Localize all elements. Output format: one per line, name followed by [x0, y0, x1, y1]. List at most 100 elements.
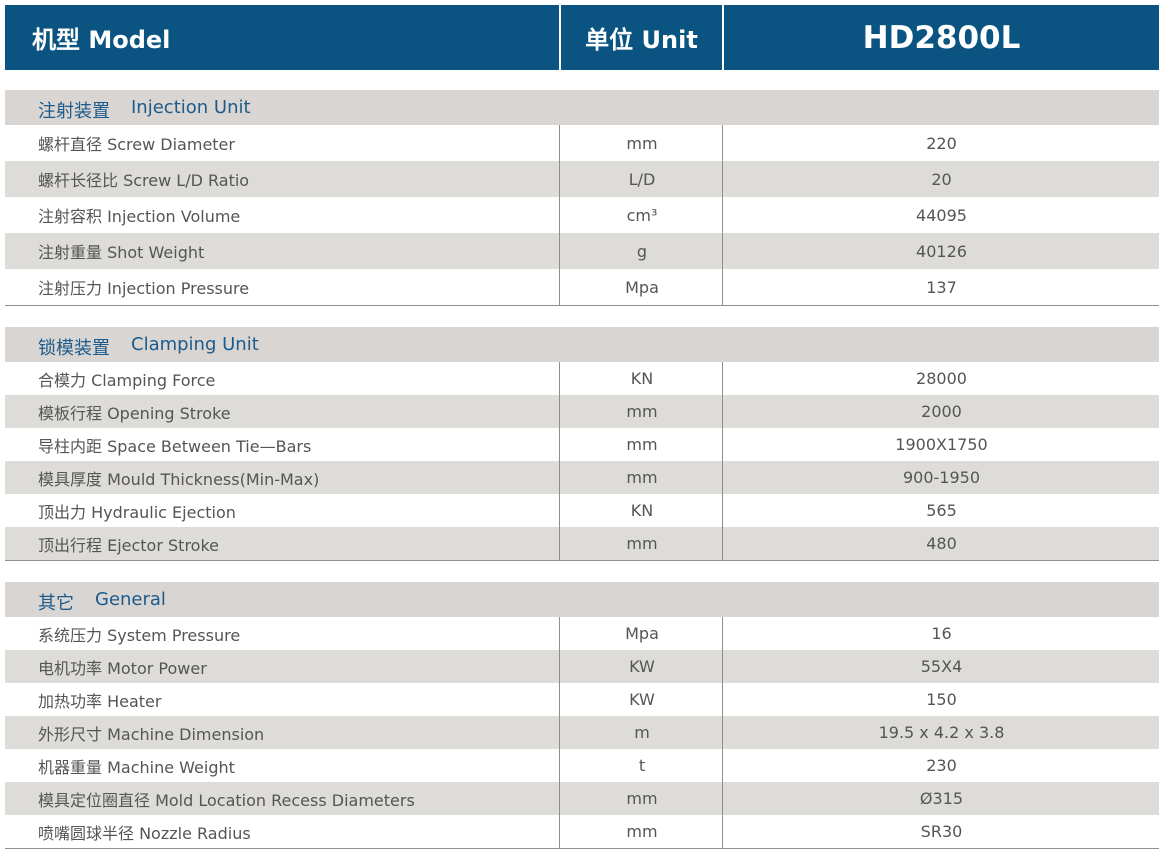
spec-value: 28000 — [916, 369, 967, 388]
spec-unit: mm — [626, 133, 658, 153]
section-bottom-line — [5, 560, 1159, 561]
header-model: 机型 Model — [32, 26, 171, 54]
column-divider — [722, 782, 723, 815]
section-title-en: General — [95, 589, 166, 610]
spec-value: 900-1950 — [902, 468, 981, 487]
column-divider — [559, 197, 560, 233]
spec-row: 螺杆长径比 Screw L/D Ratio L/D 20 — [5, 161, 1159, 197]
column-divider — [559, 125, 560, 161]
spec-value: SR30 — [920, 822, 963, 841]
column-divider — [722, 716, 723, 749]
spec-value: 480 — [926, 534, 957, 553]
column-divider — [559, 782, 560, 815]
spec-row: 顶出力 Hydraulic Ejection KN 565 — [5, 494, 1159, 527]
column-divider — [559, 428, 560, 461]
spec-unit: Mpa — [625, 277, 659, 297]
spec-row: 合模力 Clamping Force KN 28000 — [5, 362, 1159, 395]
spec-row: 导柱内距 Space Between Tie—Bars mm 1900X1750 — [5, 428, 1159, 461]
spec-row: 电机功率 Motor Power KW 55X4 — [5, 650, 1159, 683]
section-title-cn: 锁模装置 — [38, 338, 110, 359]
section-title-cn: 注射装置 — [38, 101, 110, 122]
spec-value: 565 — [926, 501, 957, 520]
spec-value: 230 — [926, 756, 957, 775]
spec-value: 220 — [926, 133, 957, 153]
spec-row: 螺杆直径 Screw Diameter mm 220 — [5, 125, 1159, 161]
spec-label: 注射重量 Shot Weight — [38, 243, 205, 262]
column-divider — [722, 494, 723, 527]
spec-row: 模板行程 Opening Stroke mm 2000 — [5, 395, 1159, 428]
spec-label: 合模力 Clamping Force — [38, 370, 216, 390]
spec-value: 20 — [931, 169, 952, 189]
spec-row: 系统压力 System Pressure Mpa 16 — [5, 617, 1159, 650]
spec-unit: mm — [626, 402, 658, 421]
spec-unit: L/D — [628, 169, 656, 189]
column-divider — [559, 494, 560, 527]
spec-unit: mm — [626, 435, 658, 454]
spec-unit: KW — [629, 690, 655, 709]
column-divider — [559, 683, 560, 716]
column-divider — [722, 362, 723, 395]
column-divider — [722, 815, 723, 848]
spec-label: 注射压力 Injection Pressure — [38, 279, 250, 298]
spec-value: 150 — [926, 690, 957, 709]
section-header: 锁模装置 Clamping Unit — [5, 327, 1159, 362]
spec-unit: mm — [626, 822, 658, 841]
spec-value: Ø315 — [919, 789, 964, 808]
column-divider — [559, 749, 560, 782]
column-divider — [559, 233, 560, 269]
spec-label: 机器重量 Machine Weight — [38, 757, 235, 777]
spec-row: 喷嘴圆球半径 Nozzle Radius mm SR30 — [5, 815, 1159, 848]
spec-row: 模具定位圈直径 Mold Location Recess Diameters mm… — [5, 782, 1159, 815]
spec-value: 1900X1750 — [895, 435, 988, 454]
spec-unit: KN — [630, 501, 654, 520]
section-title-en: Clamping Unit — [131, 334, 259, 355]
spec-row: 外形尺寸 Machine Dimension m 19.5 x 4.2 x 3.8 — [5, 716, 1159, 749]
column-divider — [559, 617, 560, 650]
spec-label: 电机功率 Motor Power — [38, 658, 207, 678]
column-divider — [722, 461, 723, 494]
column-divider — [722, 527, 723, 560]
column-divider — [559, 461, 560, 494]
spec-label: 加热功率 Heater — [38, 691, 162, 711]
column-divider — [559, 650, 560, 683]
spec-unit: t — [638, 756, 646, 775]
column-divider — [559, 527, 560, 560]
spec-label: 外形尺寸 Machine Dimension — [38, 724, 265, 744]
spec-label: 导柱内距 Space Between Tie—Bars — [38, 436, 312, 456]
spec-unit: Mpa — [625, 624, 659, 643]
spec-unit: g — [636, 241, 648, 261]
header-divider — [722, 5, 724, 70]
header-value: HD2800L — [862, 19, 1021, 56]
column-divider — [559, 362, 560, 395]
section-title-cn: 其它 — [38, 593, 74, 614]
spec-value: 40126 — [916, 241, 967, 261]
column-divider — [722, 617, 723, 650]
spec-unit: KN — [630, 369, 654, 388]
spec-unit: KW — [629, 657, 655, 676]
spec-value: 44095 — [916, 205, 967, 225]
spec-unit: mm — [626, 468, 658, 487]
spec-label: 模具厚度 Mould Thickness(Min-Max) — [38, 469, 320, 489]
column-divider — [722, 269, 723, 305]
spec-label: 系统压力 System Pressure — [38, 625, 241, 645]
spec-row: 顶出行程 Ejector Stroke mm 480 — [5, 527, 1159, 560]
column-divider — [559, 269, 560, 305]
spec-row: 注射容积 Injection Volume cm³ 44095 — [5, 197, 1159, 233]
column-divider — [559, 815, 560, 848]
spec-label: 模板行程 Opening Stroke — [38, 403, 231, 423]
section-bottom-line — [5, 305, 1159, 306]
spec-label: 顶出力 Hydraulic Ejection — [38, 502, 236, 522]
spec-unit: mm — [626, 534, 658, 553]
column-divider — [559, 395, 560, 428]
spec-row: 机器重量 Machine Weight t 230 — [5, 749, 1159, 782]
column-divider — [722, 233, 723, 269]
spec-row: 模具厚度 Mould Thickness(Min-Max) mm 900-1950 — [5, 461, 1159, 494]
spec-value: 16 — [931, 624, 952, 643]
spec-value: 2000 — [921, 402, 962, 421]
section-bottom-line — [5, 848, 1159, 849]
spec-value: 19.5 x 4.2 x 3.8 — [878, 723, 1005, 742]
spec-label: 螺杆直径 Screw Diameter — [38, 135, 235, 154]
column-divider — [722, 749, 723, 782]
spec-row: 加热功率 Heater KW 150 — [5, 683, 1159, 716]
spec-label: 注射容积 Injection Volume — [38, 207, 241, 226]
